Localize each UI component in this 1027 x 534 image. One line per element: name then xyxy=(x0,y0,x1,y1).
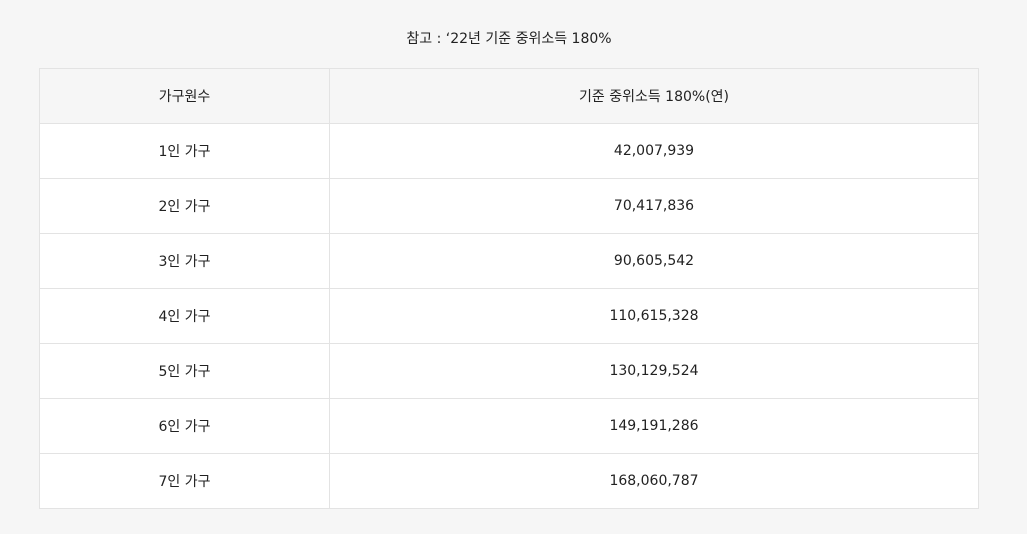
table-row: 3인 가구 90,605,542 xyxy=(39,233,979,289)
income-value-cell: 42,007,939 xyxy=(329,123,979,179)
household-size-cell: 7인 가구 xyxy=(39,453,330,509)
table-row: 4인 가구 110,615,328 xyxy=(39,288,979,344)
table-row: 2인 가구 70,417,836 xyxy=(39,178,979,234)
income-value-cell: 149,191,286 xyxy=(329,398,979,454)
income-value-cell: 130,129,524 xyxy=(329,343,979,399)
table-row: 6인 가구 149,191,286 xyxy=(39,398,979,454)
income-table: 가구원수 기준 중위소득 180%(연) 1인 가구 42,007,939 2인… xyxy=(39,68,979,509)
household-size-cell: 3인 가구 xyxy=(39,233,330,289)
income-value-cell: 90,605,542 xyxy=(329,233,979,289)
table-row: 1인 가구 42,007,939 xyxy=(39,123,979,179)
table-row: 7인 가구 168,060,787 xyxy=(39,453,979,509)
table-caption: 참고 : ‘22년 기준 중위소득 180% xyxy=(406,31,612,47)
income-table-container: 가구원수 기준 중위소득 180%(연) 1인 가구 42,007,939 2인… xyxy=(39,68,979,509)
column-header-household-size: 가구원수 xyxy=(39,68,330,124)
table-header-row: 가구원수 기준 중위소득 180%(연) xyxy=(39,68,979,124)
household-size-cell: 2인 가구 xyxy=(39,178,330,234)
income-value-cell: 70,417,836 xyxy=(329,178,979,234)
column-header-median-income: 기준 중위소득 180%(연) xyxy=(329,68,979,124)
household-size-cell: 4인 가구 xyxy=(39,288,330,344)
income-value-cell: 110,615,328 xyxy=(329,288,979,344)
income-value-cell: 168,060,787 xyxy=(329,453,979,509)
household-size-cell: 1인 가구 xyxy=(39,123,330,179)
table-row: 5인 가구 130,129,524 xyxy=(39,343,979,399)
household-size-cell: 5인 가구 xyxy=(39,343,330,399)
household-size-cell: 6인 가구 xyxy=(39,398,330,454)
